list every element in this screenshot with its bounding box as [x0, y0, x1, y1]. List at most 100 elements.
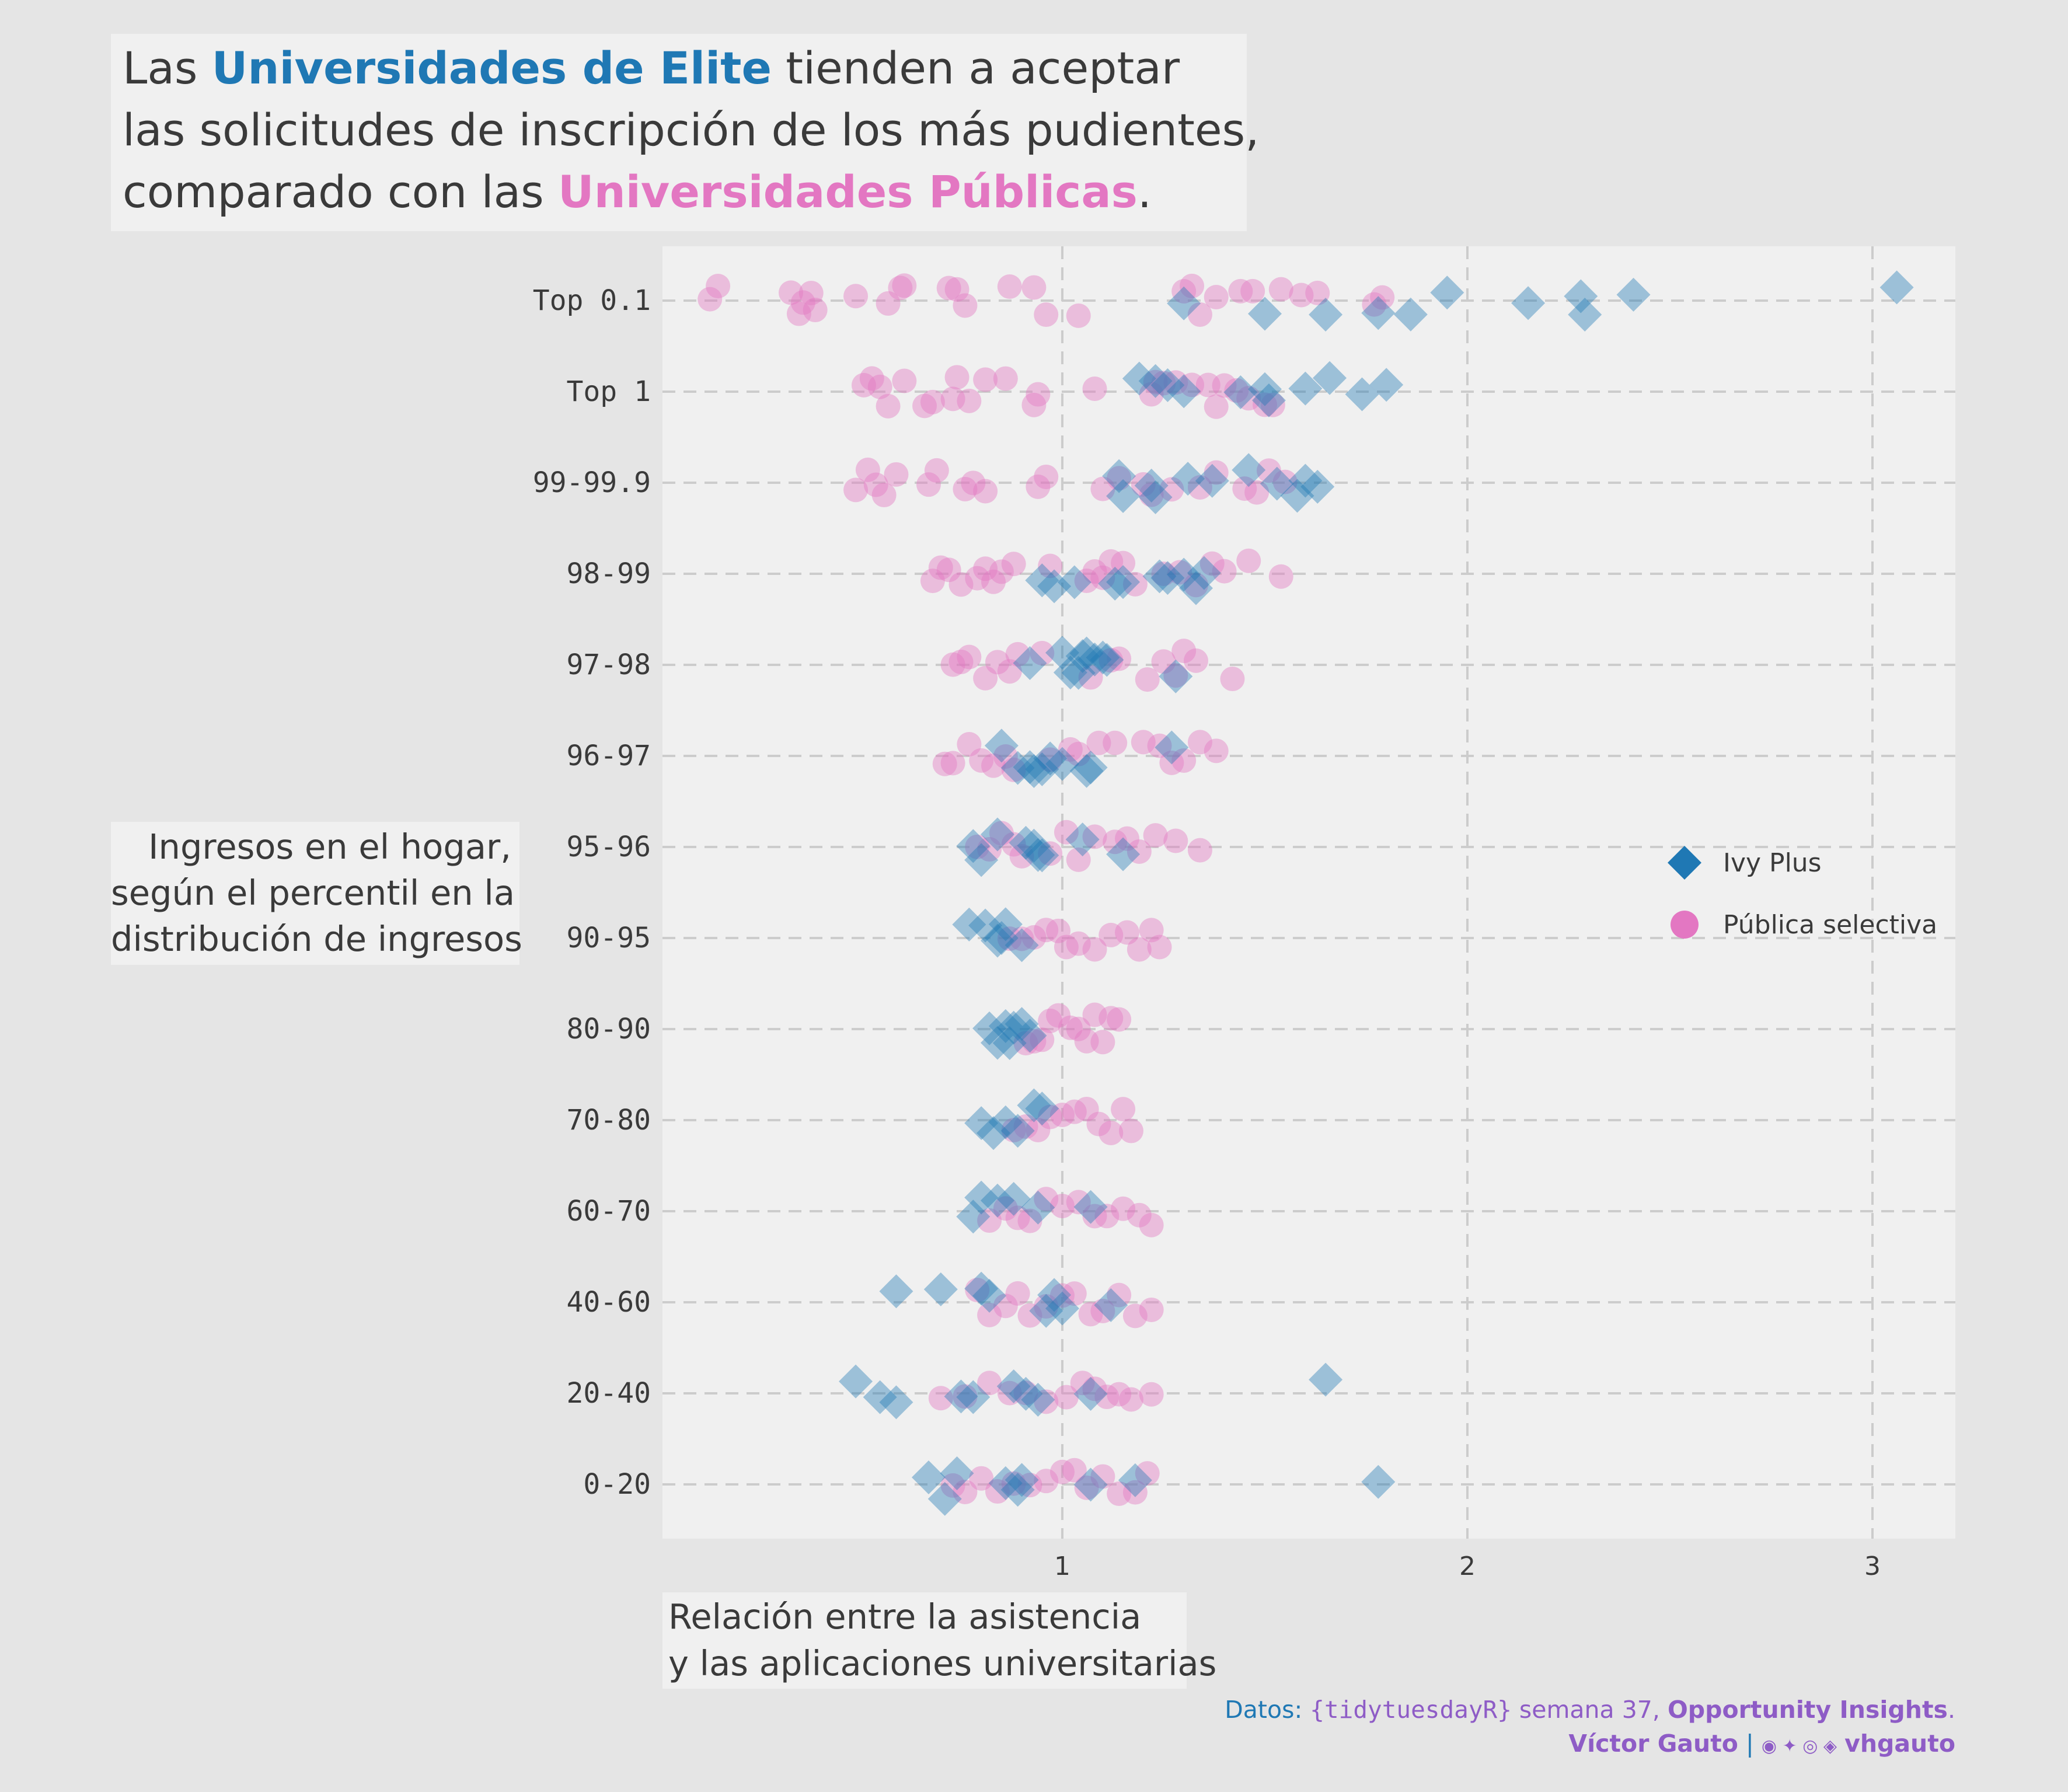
- y-tick-label: 90-95: [567, 922, 651, 954]
- data-point-publica: [1090, 1464, 1115, 1489]
- data-point-publica: [1187, 475, 1212, 500]
- caption-separator: |: [1746, 1730, 1754, 1758]
- data-point-ivy: [1195, 463, 1229, 498]
- data-point-ivy: [988, 907, 1023, 942]
- data-point-ivy: [1251, 383, 1286, 417]
- caption-week: semana 37,: [1511, 1696, 1668, 1724]
- data-point-publica: [1066, 847, 1091, 872]
- data-point-publica: [940, 652, 965, 677]
- data-point-publica: [779, 280, 804, 305]
- data-point-publica: [957, 644, 982, 670]
- data-point-publica: [1107, 1282, 1132, 1308]
- data-point-ivy: [1000, 1473, 1035, 1507]
- data-point-ivy: [1150, 368, 1185, 402]
- data-point-publica: [1187, 838, 1212, 863]
- data-point-publica: [1163, 828, 1188, 853]
- data-point-ivy: [1167, 374, 1201, 409]
- data-point-publica: [1094, 1204, 1120, 1229]
- data-point-publica: [1107, 466, 1132, 491]
- data-point-publica: [965, 1278, 990, 1303]
- data-point-ivy: [956, 1380, 991, 1414]
- data-point-ivy: [1122, 361, 1156, 396]
- data-point-publica: [1212, 373, 1237, 398]
- data-point-publica: [1139, 1382, 1164, 1407]
- data-point-publica: [1139, 1212, 1164, 1237]
- y-axis-label-line: distribución de ingresos: [111, 919, 522, 959]
- data-point-publica: [961, 470, 986, 496]
- data-point-publica: [973, 665, 998, 691]
- data-point-ivy: [911, 1460, 946, 1494]
- data-point-publica: [706, 274, 731, 299]
- data-point-publica: [1034, 464, 1059, 489]
- data-point-publica: [1167, 560, 1192, 585]
- data-point-publica: [948, 572, 974, 597]
- data-point-ivy: [1361, 1465, 1396, 1499]
- data-point-ivy: [1171, 462, 1205, 496]
- data-point-ivy: [1065, 822, 1100, 857]
- data-point-publica: [1268, 564, 1293, 589]
- data-point-publica: [1066, 303, 1091, 328]
- data-point-publica: [985, 1479, 1010, 1504]
- data-point-ivy: [964, 1106, 999, 1141]
- data-point-publica: [1034, 302, 1059, 327]
- data-point-publica: [1103, 730, 1128, 755]
- data-point-ivy: [1073, 750, 1108, 785]
- title-public-highlight: Universidades Públicas: [557, 166, 1138, 218]
- data-point-publica: [1082, 824, 1107, 849]
- y-tick-label: 98-99: [567, 557, 651, 590]
- data-point-publica: [1212, 559, 1237, 584]
- data-point-publica: [888, 276, 913, 301]
- y-tick-label: 99-99.9: [533, 466, 651, 499]
- data-point-ivy: [1073, 1467, 1108, 1502]
- data-point-publica: [1131, 730, 1156, 755]
- data-point-publica: [1240, 278, 1265, 304]
- data-point-ivy: [968, 908, 1003, 943]
- data-point-publica: [977, 1208, 1002, 1233]
- data-point-ivy: [1232, 453, 1266, 487]
- data-point-publica: [965, 834, 990, 859]
- data-point-ivy: [1053, 656, 1087, 690]
- data-point-ivy: [1017, 754, 1051, 788]
- data-point-publica: [1107, 1382, 1132, 1407]
- data-point-ivy: [1187, 556, 1221, 590]
- data-point-publica: [1180, 273, 1205, 298]
- data-point-ivy: [988, 1466, 1023, 1500]
- data-point-publica: [1001, 832, 1026, 857]
- data-point-publica: [977, 837, 1002, 862]
- data-point-ivy: [1248, 297, 1282, 331]
- data-point-ivy: [1073, 1190, 1108, 1224]
- data-point-ivy: [952, 907, 986, 942]
- data-point-publica: [1171, 279, 1197, 304]
- data-point-publica: [957, 732, 982, 757]
- data-point-ivy: [1033, 741, 1068, 776]
- data-point-publica: [1001, 1471, 1026, 1496]
- title-text: comparado con las: [123, 166, 558, 218]
- data-point-ivy: [1017, 1088, 1051, 1122]
- data-point-ivy: [996, 1010, 1031, 1045]
- data-point-publica: [1017, 1208, 1042, 1233]
- y-tick-label: 95-96: [567, 831, 651, 863]
- data-point-publica: [977, 1302, 1002, 1327]
- data-point-publica: [1078, 1302, 1103, 1327]
- data-point-publica: [790, 290, 815, 315]
- data-point-ivy: [940, 1456, 974, 1490]
- data-point-publica: [981, 753, 1006, 778]
- data-point-ivy: [964, 1180, 999, 1215]
- data-point-publica: [1107, 1481, 1132, 1506]
- data-point-publica: [1268, 277, 1293, 302]
- data-point-ivy: [1138, 480, 1173, 514]
- data-point-publica: [698, 287, 723, 312]
- title-line-1: Las Universidades de Elite tienden a ace…: [123, 37, 1235, 99]
- data-point-publica: [1098, 922, 1124, 947]
- data-point-publica: [851, 372, 876, 398]
- data-point-publica: [993, 1294, 1018, 1319]
- y-tick-label: 40-60: [567, 1286, 651, 1319]
- data-point-publica: [1090, 476, 1115, 501]
- data-point-ivy: [1106, 837, 1141, 871]
- data-point-publica: [1058, 737, 1083, 762]
- data-point-publica: [1111, 1196, 1136, 1221]
- data-point-ivy: [1005, 1463, 1039, 1497]
- data-point-ivy: [1309, 1362, 1343, 1397]
- data-point-ivy: [980, 1026, 1014, 1060]
- data-point-publica: [1062, 1099, 1087, 1124]
